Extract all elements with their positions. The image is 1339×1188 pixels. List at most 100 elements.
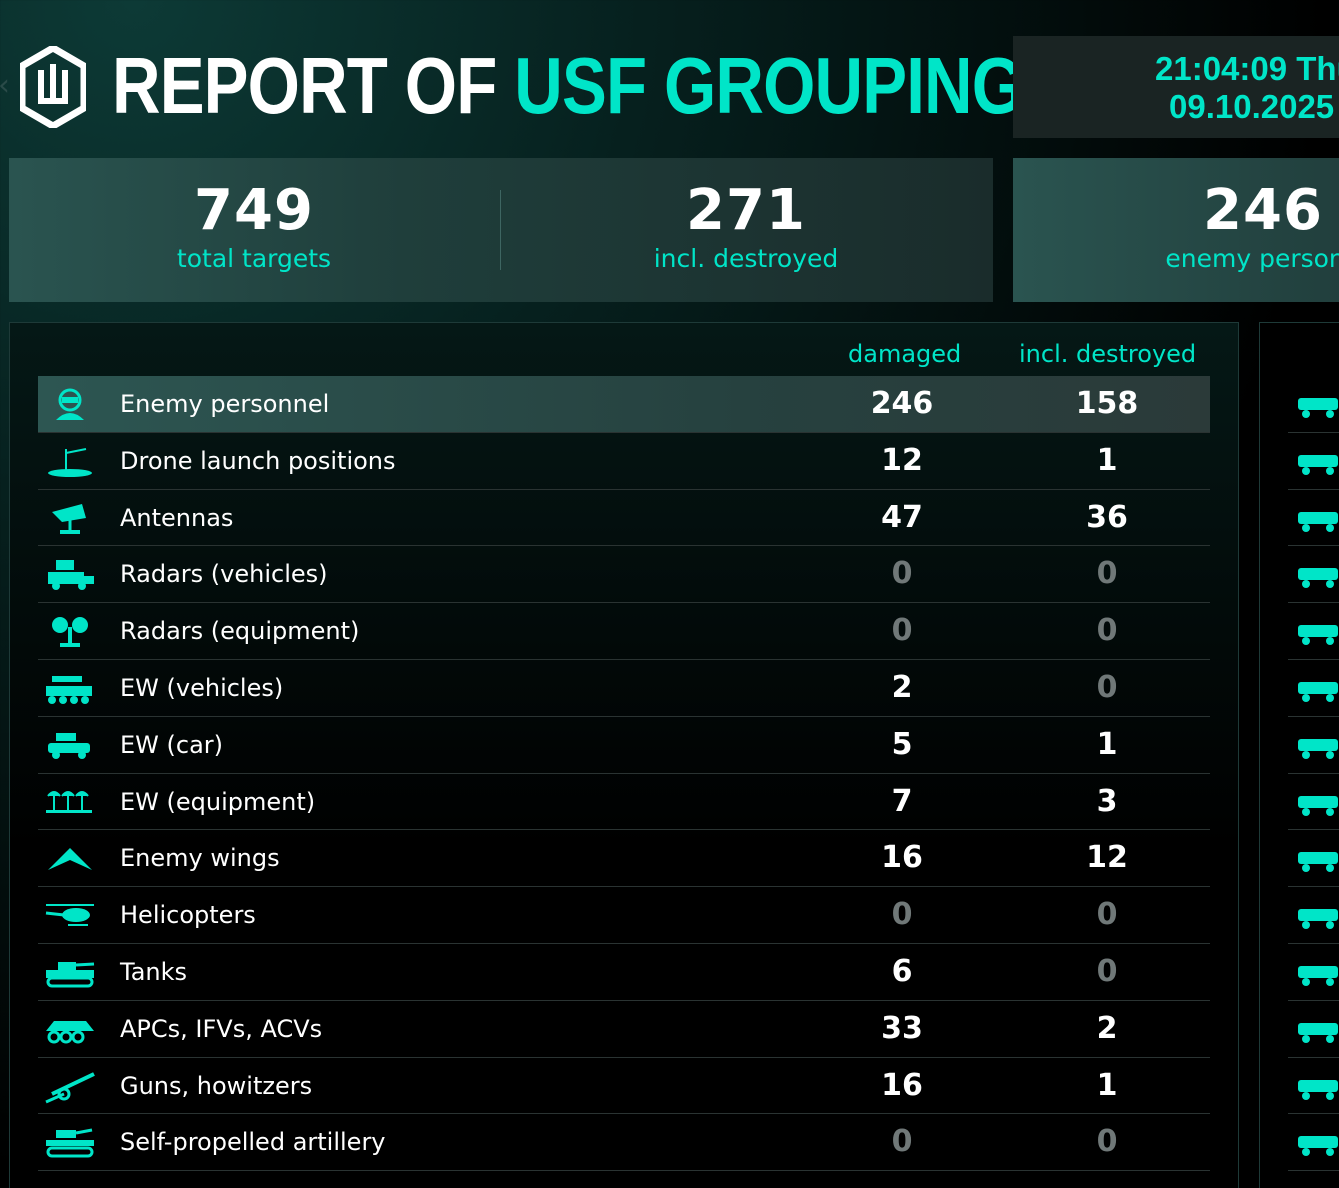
dugout-icon xyxy=(1298,852,1338,873)
row-label: Radars (equipment) xyxy=(120,617,360,646)
row-damaged: 0 xyxy=(891,613,913,649)
table-row[interactable]: Enemy wings 16 12 xyxy=(38,830,1210,888)
secondary-row[interactable] xyxy=(1288,1001,1339,1058)
secondary-row[interactable] xyxy=(1288,1114,1339,1172)
summary-stats: 749 total targets 271 incl. destroyed xyxy=(9,158,993,302)
row-label: Self-propelled artillery xyxy=(120,1128,386,1157)
row-destroyed: 1 xyxy=(1096,442,1118,478)
table-row[interactable]: EW (car) 5 1 xyxy=(38,717,1210,774)
table-row[interactable]: Helicopters 0 0 xyxy=(38,887,1210,944)
ew-vehicle-icon xyxy=(46,675,92,704)
table-row[interactable]: Guns, howitzers 16 1 xyxy=(38,1058,1210,1115)
apc-icon xyxy=(46,1020,94,1044)
row-label: EW (equipment) xyxy=(120,787,316,816)
title-prefix: REPORT OF xyxy=(112,41,515,130)
drone-icon xyxy=(1298,1022,1338,1043)
stat-value: 246 xyxy=(1203,178,1323,243)
row-damaged: 16 xyxy=(881,840,923,876)
table-row[interactable]: Tanks 6 0 xyxy=(38,944,1210,1001)
table-row[interactable]: Radars (equipment) 0 0 xyxy=(38,603,1210,660)
mortar-icon xyxy=(1298,398,1338,418)
table-row[interactable]: Enemy personnel 246 158 xyxy=(38,376,1210,433)
launch-position-icon xyxy=(48,447,92,477)
howitzer-icon xyxy=(45,1071,95,1103)
secondary-row[interactable] xyxy=(1288,1058,1339,1115)
truck-icon xyxy=(1298,511,1338,532)
row-destroyed: 3 xyxy=(1096,783,1118,819)
secondary-row[interactable] xyxy=(1288,376,1339,433)
table-row[interactable]: Antennas 47 36 xyxy=(38,490,1210,547)
table-row[interactable]: Drone launch positions 12 1 xyxy=(38,433,1210,490)
wing-icon xyxy=(48,848,92,871)
row-destroyed: 0 xyxy=(1096,613,1118,649)
title-accent: USF GROUPING xyxy=(514,41,1024,130)
mlrs-icon xyxy=(1298,454,1338,475)
secondary-row[interactable] xyxy=(1288,546,1339,604)
tank-icon xyxy=(46,961,95,988)
table-row[interactable]: EW (equipment) 7 3 xyxy=(38,774,1210,831)
turret-icon xyxy=(1298,965,1338,986)
radar-equipment-icon xyxy=(52,617,88,648)
soldier-icon xyxy=(56,388,84,420)
row-label: EW (vehicles) xyxy=(120,673,284,702)
row-damaged: 0 xyxy=(891,1124,913,1160)
secondary-row[interactable] xyxy=(1288,944,1339,1001)
row-damaged: 6 xyxy=(891,953,913,989)
bunker-icon xyxy=(1298,795,1338,816)
stat-divider xyxy=(500,190,501,270)
row-damaged: 0 xyxy=(891,897,913,933)
stat-label: total targets xyxy=(176,244,332,273)
row-damaged: 5 xyxy=(891,726,913,762)
row-destroyed: 1 xyxy=(1096,1067,1118,1103)
row-damaged: 16 xyxy=(881,1067,923,1103)
datetime-box: 21:04:09 Thu 09.10.2025 xyxy=(1013,36,1339,138)
row-label: Enemy wings xyxy=(120,844,280,873)
row-label: Enemy personnel xyxy=(120,390,330,418)
current-date: 09.10.2025 xyxy=(1169,88,1335,125)
row-label: Tanks xyxy=(120,957,188,986)
spg-icon xyxy=(46,1128,94,1158)
antenna-icon xyxy=(52,503,86,534)
secondary-row[interactable] xyxy=(1288,660,1339,717)
row-damaged: 47 xyxy=(881,499,923,535)
row-destroyed: 1 xyxy=(1096,726,1118,762)
ew-car-icon xyxy=(48,732,90,759)
stat-destroyed: 271 incl. destroyed xyxy=(501,180,991,276)
hangar-icon xyxy=(1298,625,1338,646)
table-row[interactable]: APCs, IFVs, ACVs 33 2 xyxy=(38,1001,1210,1058)
helicopter-icon xyxy=(45,904,94,927)
stat-value: 271 xyxy=(686,178,806,243)
secondary-row[interactable] xyxy=(1288,774,1339,831)
row-destroyed: 0 xyxy=(1096,669,1118,705)
targets-table: Enemy personnel 246 158 Drone launch positi… xyxy=(38,376,1210,1172)
row-label: Drone launch positions xyxy=(120,446,396,475)
secondary-row[interactable] xyxy=(1288,490,1339,547)
stat-label: incl. destroyed xyxy=(653,244,839,273)
page-title: REPORT OF USF GROUPING xyxy=(112,41,1024,130)
row-label: EW (car) xyxy=(120,730,224,759)
row-damaged: 12 xyxy=(881,442,923,478)
ew-equipment-icon xyxy=(46,790,92,813)
row-label: Helicopters xyxy=(120,901,256,930)
table-row[interactable]: EW (vehicles) 2 0 xyxy=(38,660,1210,717)
row-label: APCs, IFVs, ACVs xyxy=(120,1014,323,1043)
secondary-row[interactable] xyxy=(1288,433,1339,490)
targets-table-panel xyxy=(9,322,1239,1188)
motorcycle-icon xyxy=(1298,568,1338,589)
row-destroyed: 0 xyxy=(1096,953,1118,989)
back-chevron-icon[interactable]: ‹ xyxy=(0,68,10,103)
secondary-row[interactable] xyxy=(1288,830,1339,888)
stat-enemy-personnel: 246 enemy personn xyxy=(1013,180,1339,276)
explosion-icon xyxy=(1298,1136,1338,1157)
table-row[interactable]: Radars (vehicles) 0 0 xyxy=(38,546,1210,604)
secondary-row[interactable] xyxy=(1288,887,1339,944)
table-row[interactable]: Self-propelled artillery 0 0 xyxy=(38,1114,1210,1172)
current-time: 21:04:09 Thu xyxy=(1155,50,1339,87)
row-label: Antennas xyxy=(120,503,234,532)
row-destroyed: 0 xyxy=(1096,897,1118,933)
column-header-damaged: damaged xyxy=(848,340,962,368)
row-label: Radars (vehicles) xyxy=(120,560,328,589)
armored-vehicle-icon xyxy=(1298,1079,1338,1100)
secondary-row[interactable] xyxy=(1288,603,1339,660)
secondary-row[interactable] xyxy=(1288,717,1339,774)
